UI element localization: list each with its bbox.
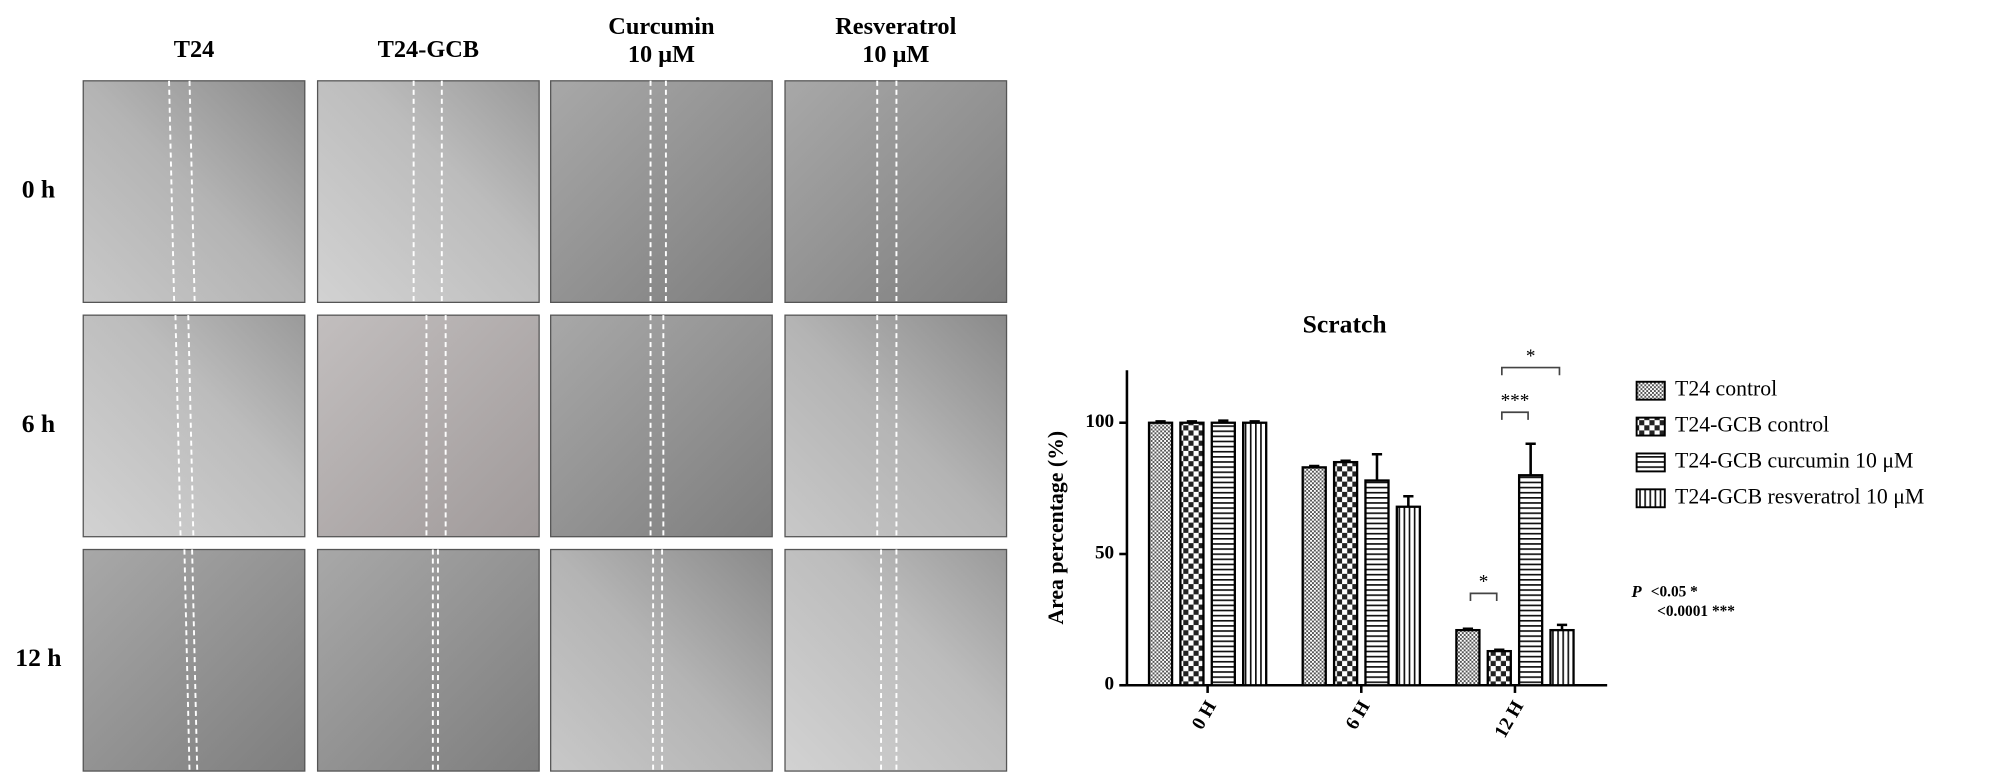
legend-label: T24-GCB resveratrol 10 μM bbox=[1675, 484, 1924, 508]
error-bar bbox=[1371, 452, 1383, 481]
bar bbox=[1242, 421, 1268, 687]
scratch-edge bbox=[183, 549, 191, 772]
legend-swatch bbox=[1635, 488, 1666, 509]
column-label: 10 μM bbox=[628, 41, 695, 68]
error-bar bbox=[1462, 627, 1474, 631]
significance-label: * bbox=[1526, 346, 1536, 367]
chart-title: Scratch bbox=[1303, 310, 1387, 339]
micrograph bbox=[550, 80, 773, 303]
row-label: 12 h bbox=[15, 643, 61, 672]
y-tick-label: 50 bbox=[1095, 542, 1114, 563]
micrograph bbox=[316, 80, 540, 303]
bar bbox=[1395, 505, 1422, 687]
column-label: 10 μM bbox=[862, 41, 929, 68]
scratch-edge bbox=[191, 549, 199, 772]
bar bbox=[1486, 649, 1512, 687]
micrograph bbox=[316, 314, 540, 538]
bar bbox=[1332, 460, 1359, 687]
bar bbox=[1364, 479, 1390, 687]
micrograph bbox=[82, 314, 306, 538]
error-bar bbox=[1494, 648, 1505, 652]
scratch-edge bbox=[174, 315, 182, 537]
legend-label: T24-GCB curcumin 10 μM bbox=[1675, 448, 1913, 472]
y-tick-label: 100 bbox=[1085, 411, 1114, 432]
error-bar bbox=[1525, 442, 1536, 476]
significance-bracket bbox=[1501, 411, 1529, 420]
legend-swatch bbox=[1635, 380, 1666, 401]
bar bbox=[1301, 466, 1327, 687]
x-tick-label: 0 H bbox=[1188, 697, 1221, 733]
p-symbol: P bbox=[1631, 582, 1643, 601]
legend-swatch bbox=[1635, 416, 1666, 437]
micrograph bbox=[82, 80, 306, 303]
bar bbox=[1549, 628, 1575, 687]
micrograph bbox=[316, 548, 540, 772]
y-tick-label: 0 bbox=[1105, 674, 1115, 695]
error-bar bbox=[1249, 420, 1260, 423]
scratch-edge bbox=[168, 80, 176, 303]
bar bbox=[1455, 628, 1481, 687]
significance-label: *** bbox=[1501, 390, 1530, 411]
row-label: 0 h bbox=[22, 174, 55, 203]
micrograph bbox=[550, 314, 773, 538]
legend-label: T24 control bbox=[1675, 377, 1777, 401]
error-bar bbox=[1218, 419, 1229, 423]
row-label: 6 h bbox=[22, 409, 55, 438]
bar bbox=[1147, 421, 1174, 687]
x-tick-label: 6 H bbox=[1342, 697, 1375, 733]
legend-label: T24-GCB control bbox=[1675, 413, 1829, 437]
error-bar bbox=[1340, 459, 1351, 463]
error-bar bbox=[1556, 623, 1568, 631]
y-axis-label: Area percentage (%) bbox=[1044, 431, 1068, 625]
error-bar bbox=[1155, 420, 1166, 423]
p-note: <0.05 * bbox=[1651, 584, 1698, 601]
column-label: Resveratrol bbox=[835, 13, 956, 40]
scratch-edge bbox=[187, 315, 195, 537]
bar bbox=[1517, 474, 1544, 687]
significance-label: * bbox=[1479, 572, 1489, 593]
legend-swatch bbox=[1635, 452, 1666, 473]
bar bbox=[1179, 421, 1205, 687]
bar bbox=[1210, 421, 1236, 687]
scratch-edge bbox=[188, 80, 196, 303]
error-bar bbox=[1186, 420, 1198, 423]
significance-bracket bbox=[1501, 366, 1561, 376]
column-label: T24-GCB bbox=[378, 36, 479, 63]
error-bar bbox=[1403, 494, 1414, 507]
column-label: T24 bbox=[174, 36, 215, 63]
significance-bracket bbox=[1469, 592, 1498, 602]
x-tick-label: 12 H bbox=[1491, 697, 1529, 741]
p-note: <0.0001 *** bbox=[1657, 603, 1735, 620]
error-bar bbox=[1309, 464, 1320, 468]
column-label: Curcumin bbox=[608, 13, 715, 40]
